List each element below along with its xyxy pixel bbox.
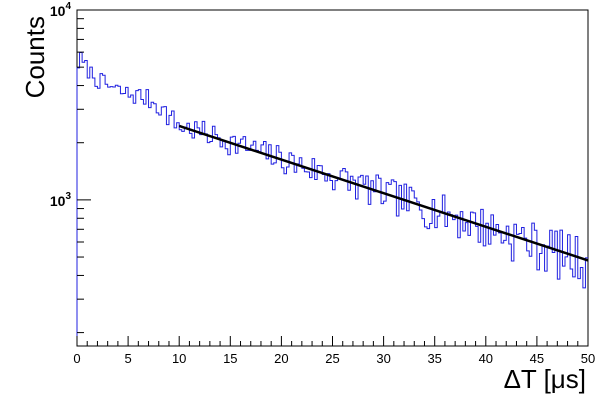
histogram-series [76,52,588,346]
x-tick-label: 5 [124,351,131,366]
x-tick-label: 0 [73,351,80,366]
plot-marks [76,52,589,346]
x-axis-ticks: 0 5 10 15 20 25 30 35 40 45 50 [73,336,595,366]
x-tick-label: 30 [376,351,390,366]
x-tick-label: 50 [581,351,595,366]
x-axis-title: ΔT [μs] [504,364,586,394]
x-tick-label: 15 [223,351,237,366]
y-axis-title: Counts [20,16,50,98]
x-tick-label: 20 [274,351,288,366]
x-tick-label: 40 [479,351,493,366]
y-axis-ticks: 103 104 [50,1,91,334]
x-tick-label: 10 [172,351,186,366]
y-tick-label: 104 [50,1,72,19]
x-tick-label: 45 [530,351,544,366]
x-tick-label: 25 [325,351,339,366]
x-tick-label: 35 [427,351,441,366]
fit-line [178,124,589,262]
y-tick-label: 103 [50,191,72,209]
plot-frame [76,9,589,347]
